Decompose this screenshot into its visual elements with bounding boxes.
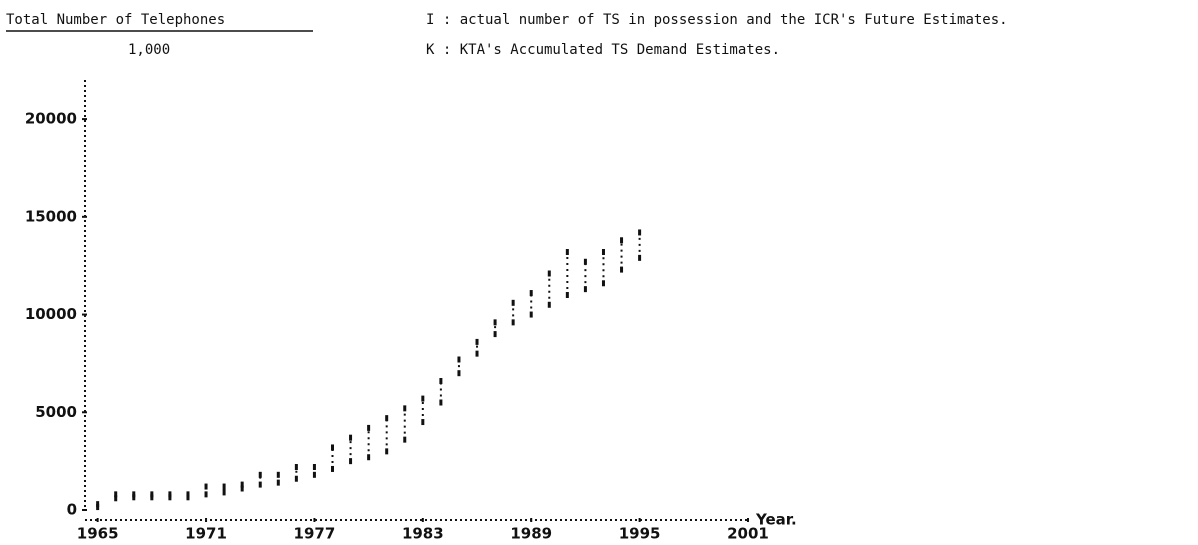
data-dot	[330, 465, 334, 472]
x-axis-label: Year.	[755, 511, 797, 529]
data-dot	[601, 280, 605, 287]
y-tick-label: 15000	[25, 207, 77, 225]
data-dot	[565, 249, 569, 255]
data-dot	[367, 424, 371, 431]
data-dot	[204, 491, 208, 498]
y-tick-label: 10000	[25, 305, 77, 323]
x-tick-label: 2001	[727, 525, 769, 543]
data-dot	[601, 249, 605, 255]
legend-entry: I : actual number of TS in possession an…	[426, 12, 1008, 28]
data-dot	[330, 444, 334, 451]
data-dot	[583, 286, 587, 293]
data-dot	[312, 471, 316, 478]
data-dot	[493, 331, 497, 338]
x-tick-label: 1983	[402, 525, 444, 543]
data-dot	[385, 448, 389, 455]
data-dot	[475, 338, 479, 345]
unit-label: 1,000	[128, 42, 170, 58]
data-dot	[96, 501, 100, 508]
data-dot	[222, 489, 226, 496]
data-dot	[638, 254, 642, 261]
data-dot	[403, 436, 407, 443]
x-tick-label: 1995	[619, 525, 661, 543]
data-dot	[276, 471, 280, 478]
data-dot	[240, 485, 244, 492]
data-dot	[565, 292, 569, 298]
data-dot	[547, 301, 551, 308]
data-dot	[114, 495, 118, 502]
data-dot	[439, 378, 443, 384]
legend-entry: K : KTA's Accumulated TS Demand Estimate…	[426, 42, 780, 58]
data-dot	[385, 415, 389, 422]
x-tick-label: 1989	[510, 525, 552, 543]
data-dot	[240, 481, 244, 488]
data-dot	[186, 491, 190, 498]
data-dot	[475, 350, 479, 357]
y-tick-label: 5000	[35, 403, 77, 421]
data-dot	[638, 229, 642, 236]
data-dot	[204, 483, 208, 490]
data-dot	[276, 479, 280, 486]
data-dot	[294, 464, 298, 470]
data-dot	[529, 290, 533, 297]
data-dot	[457, 370, 461, 377]
x-tick-label: 1971	[185, 525, 227, 543]
data-dot	[349, 458, 353, 465]
x-tick-label: 1977	[294, 525, 336, 543]
data-dot	[457, 356, 461, 363]
y-tick-label: 0	[67, 501, 77, 519]
x-tick-label: 1965	[77, 525, 119, 543]
data-dot	[439, 399, 443, 406]
data-dot	[168, 491, 172, 498]
data-dot	[114, 491, 118, 498]
data-dot	[511, 299, 515, 306]
data-dot	[583, 258, 587, 265]
data-dot	[312, 464, 316, 470]
data-dot	[258, 481, 262, 488]
data-dot	[421, 395, 425, 402]
data-dot	[493, 319, 497, 326]
data-dot	[222, 483, 226, 490]
data-dot	[150, 491, 154, 498]
data-dot	[620, 237, 624, 244]
data-dot	[511, 319, 515, 326]
data-dot	[367, 454, 371, 461]
data-dot	[349, 434, 353, 441]
data-dot	[294, 475, 298, 482]
data-dot	[421, 419, 425, 426]
data-dot	[403, 405, 407, 412]
y-tick-label: 20000	[25, 110, 77, 128]
data-dot	[529, 311, 533, 318]
data-dot	[258, 471, 262, 478]
data-dot	[620, 266, 624, 273]
data-dot	[547, 270, 551, 277]
data-dot	[132, 491, 136, 498]
chart-title: Total Number of Telephones	[6, 12, 225, 28]
